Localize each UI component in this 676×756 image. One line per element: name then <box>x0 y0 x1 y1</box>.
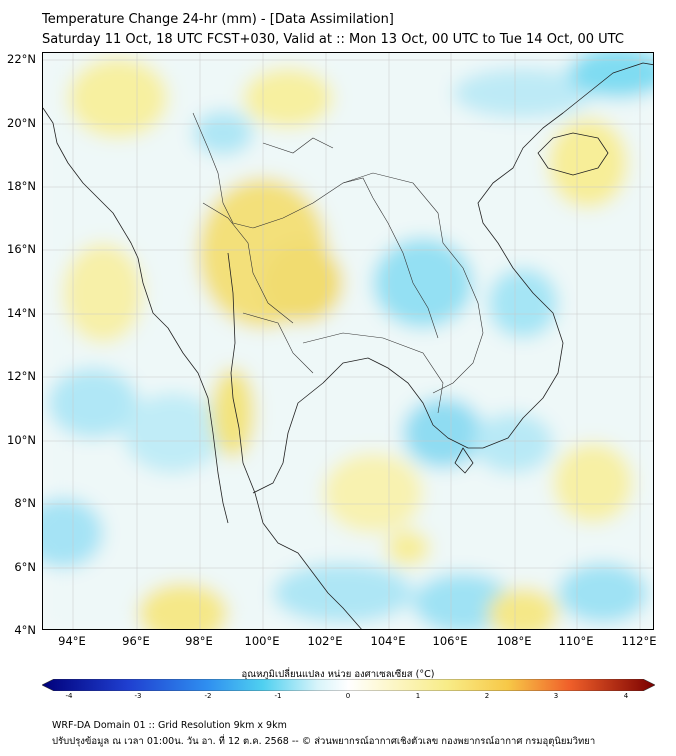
colorbar-tick: -4 <box>65 692 73 700</box>
border-china <box>262 137 334 154</box>
border-internal-2 <box>242 312 314 374</box>
warm-region <box>553 443 633 523</box>
y-tick-label: 22°N <box>7 52 36 66</box>
y-tick-label: 18°N <box>7 179 36 193</box>
coastline-peninsula <box>227 252 362 629</box>
x-tick-label: 104°E <box>370 634 406 648</box>
x-tick-label: 112°E <box>621 634 657 648</box>
temperature-field <box>43 53 653 629</box>
cool-region <box>373 238 473 328</box>
border-cambodia <box>302 332 444 414</box>
cool-region <box>123 393 223 473</box>
coastline-west <box>43 107 229 524</box>
y-tick-label: 6°N <box>14 560 36 574</box>
border-thailand-north <box>192 112 439 339</box>
cool-region <box>48 368 138 438</box>
x-tick-label: 110°E <box>558 634 594 648</box>
footer-credit: ปรับปรุงข้อมูล ณ เวลา 01:00น. วัน อา. ที… <box>52 736 596 747</box>
title-line-2: Saturday 11 Oct, 18 UTC FCST+030, Valid … <box>42 32 624 47</box>
border-laos-vietnam <box>342 172 484 394</box>
y-tick-label: 4°N <box>14 623 36 637</box>
colorbar-tick: -3 <box>134 692 142 700</box>
warm-region <box>263 243 343 323</box>
x-tick-label: 98°E <box>185 634 213 648</box>
x-tick-label: 106°E <box>432 634 468 648</box>
colorbar-tick: 4 <box>623 692 629 700</box>
x-tick-label: 100°E <box>244 634 280 648</box>
colorbar-tick: -1 <box>274 692 282 700</box>
y-tick-label: 10°N <box>7 433 36 447</box>
colorbar-title: อุณหภูมิเปลี่ยนแปลง หน่วย องศาเซลเซียส (… <box>241 669 435 680</box>
y-tick-label: 20°N <box>7 116 36 130</box>
warm-region <box>548 118 628 208</box>
hainan-island <box>537 132 609 176</box>
cool-region <box>453 68 593 118</box>
colorbar-tick: 2 <box>484 692 490 700</box>
title-line-1: Temperature Change 24-hr (mm) - [Data As… <box>42 12 394 27</box>
warm-region <box>68 58 168 138</box>
warm-region <box>211 368 255 458</box>
x-tick-label: 102°E <box>307 634 343 648</box>
cool-region <box>273 563 413 623</box>
cool-region <box>193 111 253 155</box>
footer-domain-info: WRF-DA Domain 01 :: Grid Resolution 9km … <box>52 720 287 731</box>
colorbar-tick: 0 <box>345 692 351 700</box>
warm-region <box>243 68 333 128</box>
x-tick-label: 96°E <box>122 634 150 648</box>
warm-region <box>63 243 143 343</box>
y-tick-label: 12°N <box>7 369 36 383</box>
coastlines <box>43 62 653 629</box>
y-tick-label: 16°N <box>7 242 36 256</box>
cool-region <box>413 573 513 629</box>
warm-region <box>323 453 423 533</box>
borders <box>192 112 484 414</box>
warm-region <box>488 588 558 629</box>
map-plot-area <box>42 52 654 630</box>
map-title: Temperature Change 24-hr (mm) - [Data As… <box>42 10 624 50</box>
y-tick-label: 8°N <box>14 496 36 510</box>
coastline-gulf <box>252 357 483 494</box>
temperature-field-map <box>43 53 653 629</box>
cool-region <box>558 563 648 623</box>
colorbar-tick: 3 <box>553 692 559 700</box>
warm-region <box>138 583 228 629</box>
warm-region <box>386 530 430 566</box>
colorbar <box>42 679 655 691</box>
cool-region <box>403 398 483 468</box>
coastline-vietnam <box>477 62 653 449</box>
x-tick-label: 108°E <box>496 634 532 648</box>
cool-region <box>473 413 553 473</box>
cool-region <box>488 268 558 338</box>
colorbar-tick: -2 <box>204 692 212 700</box>
x-tick-label: 94°E <box>58 634 86 648</box>
colorbar-tick: 1 <box>415 692 421 700</box>
border-internal-1 <box>202 202 294 324</box>
y-tick-label: 14°N <box>7 306 36 320</box>
small-island <box>454 447 474 474</box>
